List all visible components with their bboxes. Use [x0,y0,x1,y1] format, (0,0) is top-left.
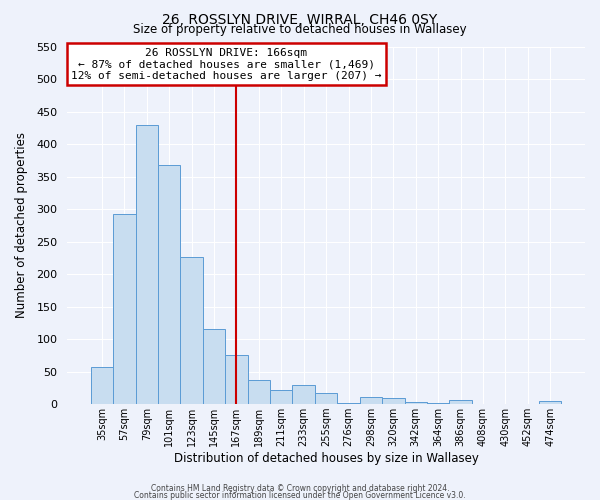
Bar [270,390,292,404]
Bar [181,257,203,404]
Bar [427,403,449,404]
Bar [158,165,181,404]
Bar [382,398,404,404]
Bar [203,330,225,404]
Text: 26, ROSSLYN DRIVE, WIRRAL, CH46 0SY: 26, ROSSLYN DRIVE, WIRRAL, CH46 0SY [163,12,437,26]
X-axis label: Distribution of detached houses by size in Wallasey: Distribution of detached houses by size … [173,452,479,465]
Bar [91,367,113,404]
Text: Size of property relative to detached houses in Wallasey: Size of property relative to detached ho… [133,22,467,36]
Text: Contains HM Land Registry data © Crown copyright and database right 2024.: Contains HM Land Registry data © Crown c… [151,484,449,493]
Bar [292,386,315,404]
Bar [449,400,472,404]
Bar [337,403,360,404]
Text: Contains public sector information licensed under the Open Government Licence v3: Contains public sector information licen… [134,491,466,500]
Bar [360,397,382,404]
Bar [315,393,337,404]
Bar [225,356,248,404]
Bar [539,401,562,404]
Text: 26 ROSSLYN DRIVE: 166sqm
← 87% of detached houses are smaller (1,469)
12% of sem: 26 ROSSLYN DRIVE: 166sqm ← 87% of detach… [71,48,382,81]
Bar [113,214,136,404]
Bar [404,402,427,404]
Bar [136,124,158,404]
Y-axis label: Number of detached properties: Number of detached properties [15,132,28,318]
Bar [248,380,270,404]
